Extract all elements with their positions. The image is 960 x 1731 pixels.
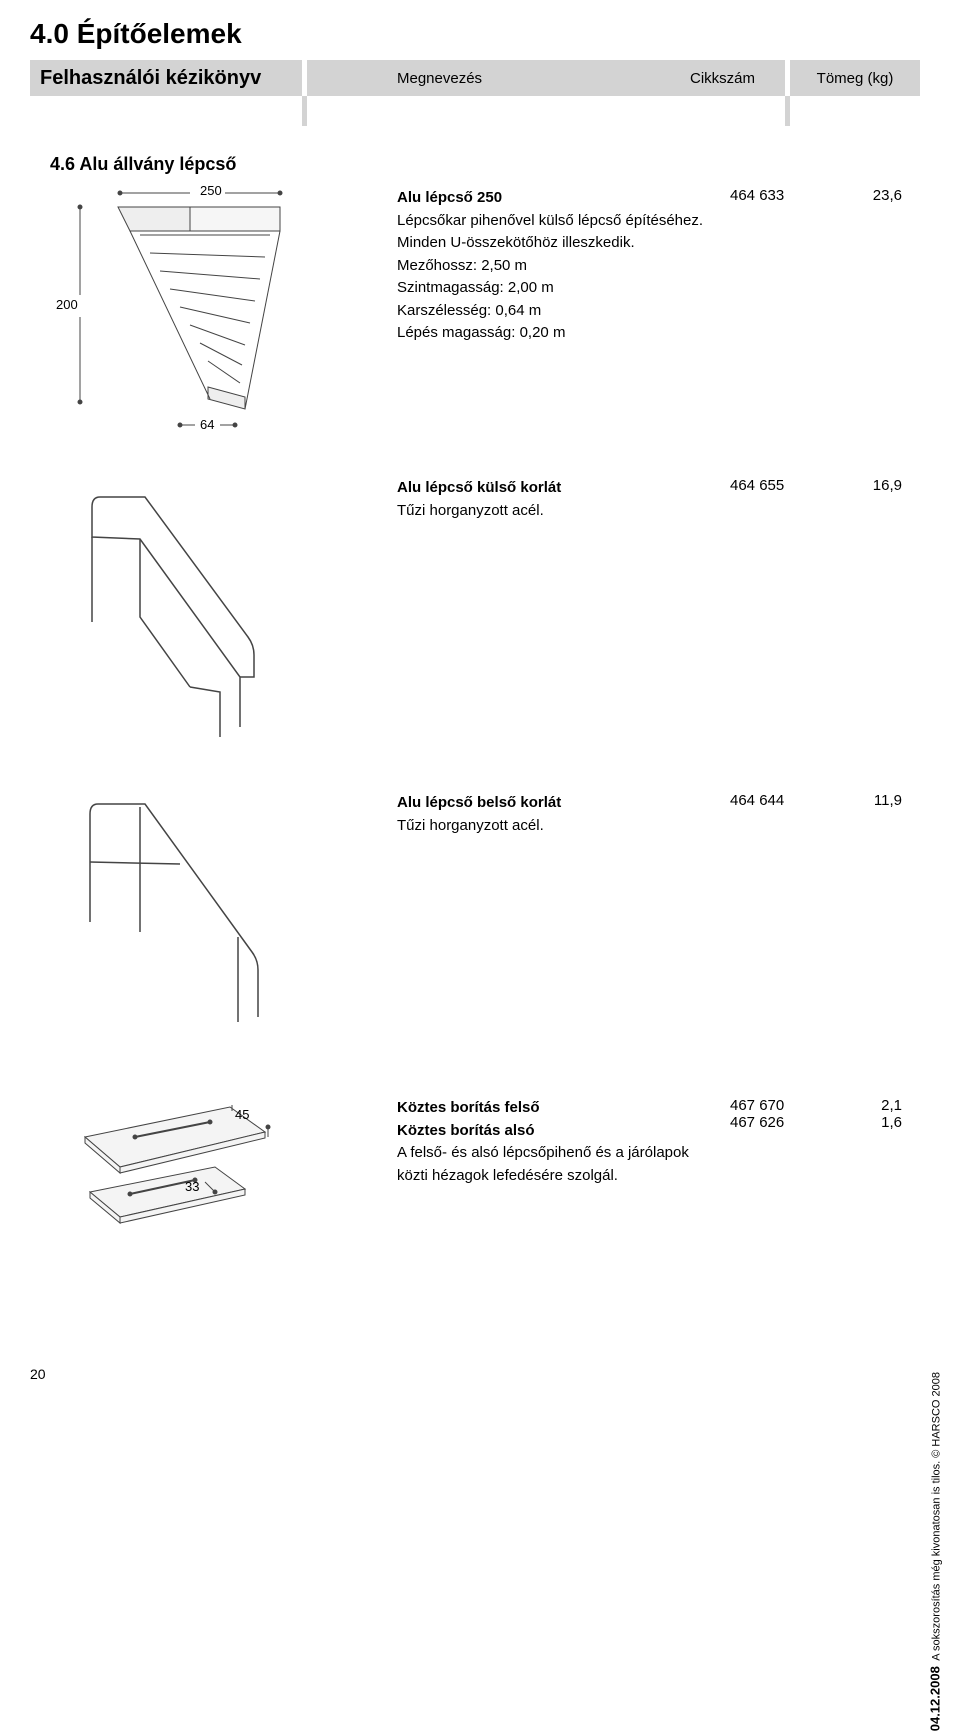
- item-line: A felső- és alsó lépcsőpihenő és a járól…: [397, 1142, 730, 1165]
- section-title: 4.6 Alu állvány lépcső: [0, 126, 960, 181]
- item-weight-2: 1,6: [830, 1114, 902, 1131]
- item-line: Szintmagasság: 2,00 m: [397, 277, 730, 300]
- item-title: Köztes borítás felső: [397, 1097, 730, 1120]
- stair-icon: [30, 187, 302, 447]
- footer-side: 04.12.2008 A sokszorosítás még kivonatos…: [927, 1372, 942, 1731]
- item-code: 464 644: [730, 792, 830, 1047]
- page-number: 20: [30, 1366, 46, 1382]
- item-line: Mezőhossz: 2,50 m: [397, 255, 730, 278]
- item-title-2: Köztes borítás alsó: [397, 1120, 730, 1143]
- col-name: Megnevezés: [397, 70, 482, 87]
- item-title: Alu lépcső 250: [397, 187, 730, 210]
- item-title: Alu lépcső külső korlát: [397, 477, 730, 500]
- item-row: Alu lépcső belső korlát Tűzi horganyzott…: [30, 792, 920, 1047]
- item-line: Lépcsőkar pihenővel külső lépcső építésé…: [397, 210, 730, 233]
- header-mid: Megnevezés Cikkszám: [307, 60, 785, 96]
- dim-d2: 33: [185, 1179, 199, 1194]
- item-row: Alu lépcső külső korlát Tűzi horganyzott…: [30, 477, 920, 762]
- item-line: Tűzi horganyzott acél.: [397, 500, 730, 523]
- col-weight: Tömeg (kg): [790, 60, 920, 96]
- item-line: Lépés magasság: 0,20 m: [397, 322, 730, 345]
- item-row: 45 33: [30, 1097, 920, 1247]
- item-weight: 11,9: [830, 792, 920, 1047]
- dim-left: 200: [56, 297, 78, 312]
- outer-rail-icon: [30, 477, 302, 757]
- header-left: Felhasználói kézikönyv: [30, 60, 302, 96]
- item-weight: 2,1: [830, 1097, 902, 1114]
- header-row: Felhasználói kézikönyv Megnevezés Cikksz…: [30, 60, 920, 96]
- item-line: Tűzi horganyzott acél.: [397, 815, 730, 838]
- item-weight: 16,9: [830, 477, 920, 762]
- item-line: közti hézagok lefedésére szolgál.: [397, 1165, 730, 1188]
- item-row: 250 200 64: [30, 187, 920, 437]
- item-line: Minden U-összekötőhöz illeszkedik.: [397, 232, 730, 255]
- item-line: Karszélesség: 0,64 m: [397, 300, 730, 323]
- dim-top: 250: [200, 183, 222, 198]
- inner-rail-icon: [30, 792, 302, 1042]
- item-title: Alu lépcső belső korlát: [397, 792, 730, 815]
- dim-d1: 45: [235, 1107, 249, 1122]
- page-title: 4.0 Építőelemek: [0, 0, 960, 60]
- item-code: 464 655: [730, 477, 830, 762]
- plate-icon: [30, 1097, 302, 1247]
- item-weight: 23,6: [830, 187, 920, 437]
- footer-date: 04.12.2008: [927, 1666, 942, 1731]
- dim-bottom: 64: [200, 417, 214, 432]
- item-code: 467 670: [730, 1097, 830, 1114]
- item-code-2: 467 626: [730, 1114, 830, 1131]
- col-code: Cikkszám: [690, 70, 755, 87]
- footer-copyright: A sokszorosítás még kivonatosan is tilos…: [930, 1372, 942, 1661]
- item-code: 464 633: [730, 187, 830, 437]
